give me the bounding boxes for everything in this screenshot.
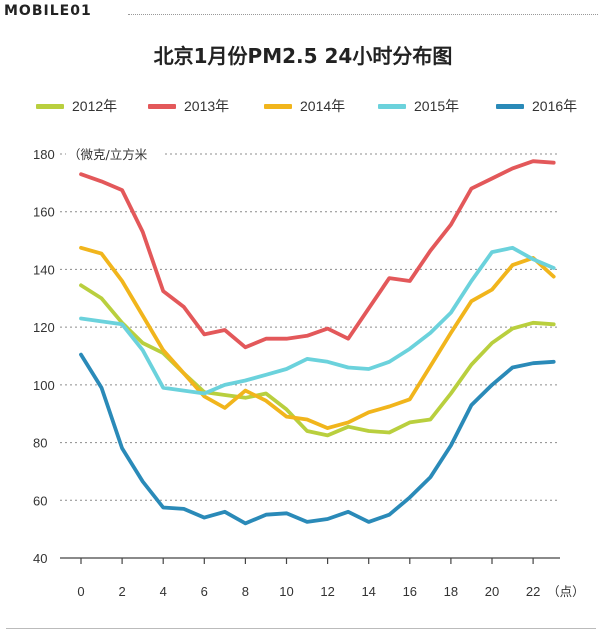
series-line-2013年: [79, 159, 556, 350]
y-label-background: [66, 145, 162, 163]
x-tick-label: 8: [242, 584, 249, 599]
header-divider: [128, 14, 598, 15]
x-tick-label: 4: [160, 584, 167, 599]
y-tick-label: 140: [33, 262, 55, 277]
y-tick-label: 160: [33, 205, 55, 220]
chart-title: 北京1月份PM2.5 24小时分布图: [153, 44, 453, 68]
legend-swatch: [378, 103, 406, 109]
x-tick-label: 20: [485, 584, 499, 599]
top-bar: MOBILE01: [0, 0, 606, 26]
legend-item: 2014年: [264, 96, 345, 116]
x-tick-label: 16: [403, 584, 417, 599]
legend-item: 2012年: [36, 96, 117, 116]
x-tick-label: 12: [320, 584, 334, 599]
footer-divider: [6, 628, 596, 629]
legend-swatch: [264, 103, 292, 109]
series-line-2015年: [79, 245, 556, 396]
legend-item: 2013年: [148, 96, 229, 116]
x-tick-label: 22: [526, 584, 540, 599]
legend-label: 2013年: [184, 98, 230, 114]
legend-label: 2014年: [300, 98, 346, 114]
y-tick-label: 40: [33, 551, 47, 566]
legend-label: 2015年: [414, 98, 460, 114]
series-line-2016年: [79, 352, 556, 526]
series-line-2012年: [79, 283, 556, 438]
y-tick-label: 180: [33, 147, 55, 162]
legend-item: 2016年: [496, 96, 577, 116]
legend-label: 2012年: [72, 98, 118, 114]
chart-legend: 2012年 2013年 2014年 2015年 2016年: [0, 96, 606, 116]
x-tick-label: 6: [201, 584, 208, 599]
y-tick-label: 100: [33, 378, 55, 393]
x-axis-unit: （点）: [547, 584, 585, 599]
x-tick-label: 18: [444, 584, 458, 599]
y-axis-label: （微克/立方米: [68, 147, 148, 162]
series-line-2014年: [79, 245, 556, 431]
legend-swatch: [496, 103, 524, 109]
x-tick-label: 10: [279, 584, 293, 599]
y-tick-label: 80: [33, 436, 47, 451]
y-tick-label: 120: [33, 320, 55, 335]
y-tick-label: 60: [33, 493, 47, 508]
x-tick-label: 14: [361, 584, 375, 599]
legend-label: 2016年: [532, 98, 578, 114]
legend-swatch: [36, 103, 64, 109]
legend-swatch: [148, 103, 176, 109]
x-tick-label: 2: [118, 584, 125, 599]
legend-item: 2015年: [378, 96, 459, 116]
site-logo: MOBILE01: [4, 3, 92, 19]
x-tick-label: 0: [77, 584, 84, 599]
